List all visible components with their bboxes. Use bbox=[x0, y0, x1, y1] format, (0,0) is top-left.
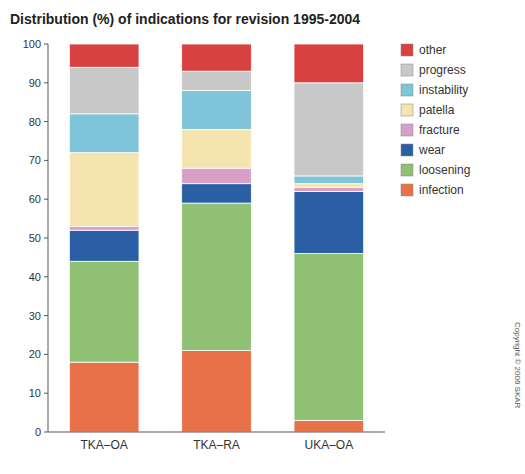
y-tick-label: 50 bbox=[29, 232, 41, 244]
y-tick-label: 20 bbox=[29, 348, 41, 360]
legend-label: progress bbox=[419, 63, 466, 77]
y-tick-label: 90 bbox=[29, 77, 41, 89]
legend-swatch bbox=[401, 104, 413, 116]
legend-swatch bbox=[401, 124, 413, 136]
annotation: Copyright © 2006 SKAR bbox=[513, 322, 522, 409]
x-tick-label: UKA–OA bbox=[304, 438, 353, 452]
bar-segment bbox=[182, 71, 252, 90]
y-tick-label: 60 bbox=[29, 193, 41, 205]
bar-segment bbox=[182, 44, 252, 71]
y-tick bbox=[44, 199, 48, 200]
bar-segment bbox=[294, 184, 364, 188]
bar-segment bbox=[294, 191, 364, 253]
legend-swatch bbox=[401, 64, 413, 76]
y-tick bbox=[44, 432, 48, 433]
x-tick-label: TKA–OA bbox=[80, 438, 127, 452]
x-axis-line bbox=[48, 432, 385, 433]
bar-segment bbox=[294, 420, 364, 432]
bar-segment bbox=[69, 114, 139, 153]
bar-segment bbox=[182, 168, 252, 184]
y-tick-label: 10 bbox=[29, 387, 41, 399]
bar-segment bbox=[182, 203, 252, 350]
legend-swatch bbox=[401, 164, 413, 176]
y-tick-label: 0 bbox=[35, 426, 41, 438]
bar-segment bbox=[69, 362, 139, 432]
bar-segment bbox=[294, 176, 364, 184]
bar-segment bbox=[294, 188, 364, 192]
bar-segment bbox=[294, 44, 364, 83]
y-tick bbox=[44, 315, 48, 316]
x-tick-label: TKA–RA bbox=[193, 438, 240, 452]
bar-segment bbox=[69, 226, 139, 230]
y-tick bbox=[44, 354, 48, 355]
legend-label: fracture bbox=[419, 123, 460, 137]
y-tick bbox=[44, 121, 48, 122]
bar-segment bbox=[294, 83, 364, 176]
y-tick bbox=[44, 160, 48, 161]
y-tick bbox=[44, 238, 48, 239]
y-tick bbox=[44, 393, 48, 394]
y-tick bbox=[44, 82, 48, 83]
legend-label: instability bbox=[419, 83, 468, 97]
bar-segment bbox=[182, 91, 252, 130]
y-tick-label: 40 bbox=[29, 271, 41, 283]
bar-segment bbox=[69, 153, 139, 227]
legend-label: infection bbox=[419, 183, 464, 197]
legend-swatch bbox=[401, 184, 413, 196]
title: Distribution (%) of indications for revi… bbox=[10, 11, 360, 27]
legend-swatch bbox=[401, 144, 413, 156]
axes: 0 10 20 30 40 50 60 70 80 90 100 TKA–OA TKA–RA UKA–OA bbox=[23, 38, 385, 452]
legend-label: wear bbox=[418, 143, 445, 157]
bar-segment bbox=[294, 254, 364, 421]
chart-svg: Distribution (%) of indications for revi… bbox=[0, 0, 525, 474]
legend-label: patella bbox=[419, 103, 455, 117]
bar-segment bbox=[182, 184, 252, 203]
legend: other progress instability patella fracture w… bbox=[401, 43, 470, 197]
bar-segment bbox=[182, 351, 252, 432]
legend-swatch bbox=[401, 44, 413, 56]
bars bbox=[69, 44, 363, 432]
chart-container: Distribution (%) of indications for revi… bbox=[0, 0, 525, 474]
legend-swatch bbox=[401, 84, 413, 96]
y-tick-label: 30 bbox=[29, 310, 41, 322]
bar-segment bbox=[182, 129, 252, 168]
bar-segment bbox=[69, 230, 139, 261]
bar-segment bbox=[69, 67, 139, 114]
y-tick bbox=[44, 276, 48, 277]
y-tick bbox=[44, 44, 48, 45]
legend-label: other bbox=[419, 43, 446, 57]
bar-segment bbox=[69, 44, 139, 67]
y-tick-label: 70 bbox=[29, 154, 41, 166]
y-tick-label: 100 bbox=[23, 38, 41, 50]
legend-label: loosening bbox=[419, 163, 470, 177]
bar-segment bbox=[69, 261, 139, 362]
y-tick-label: 80 bbox=[29, 116, 41, 128]
